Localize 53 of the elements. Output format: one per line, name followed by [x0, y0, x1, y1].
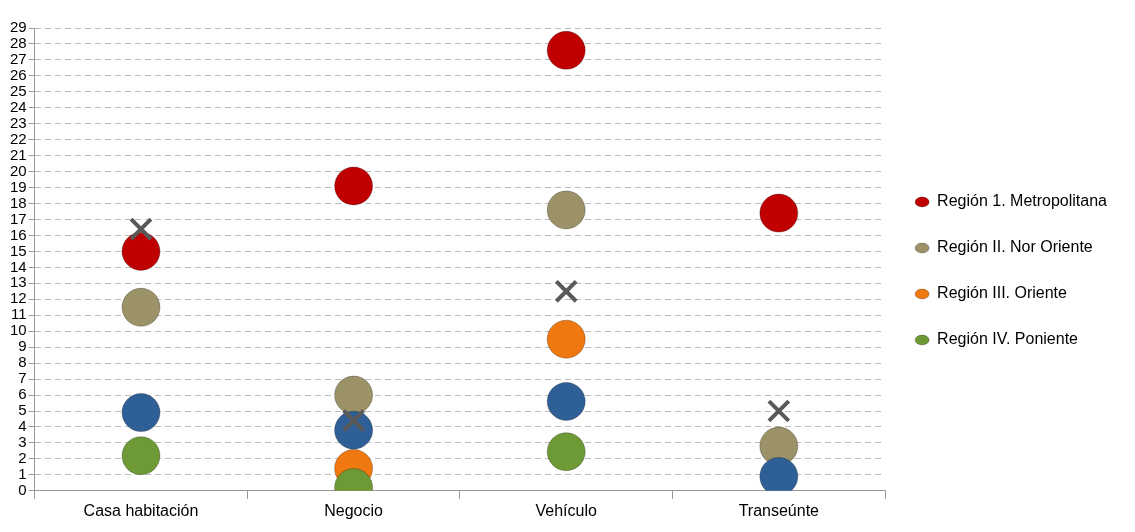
point — [766, 399, 791, 423]
y-tick-label: 19 — [10, 177, 27, 195]
y-tick-label: 9 — [18, 337, 27, 355]
legend-label: Región II. Nor Oriente — [937, 238, 1093, 256]
y-tick-label: 2 — [18, 449, 27, 467]
point — [546, 381, 586, 421]
y-tick-label: 13 — [10, 273, 27, 291]
point — [129, 217, 153, 241]
y-tick-label: 29 — [10, 18, 27, 36]
y-tick-label: 20 — [10, 161, 27, 179]
y-tick-label: 24 — [10, 97, 27, 115]
y-tick-label: 12 — [10, 289, 27, 307]
point — [121, 393, 161, 433]
x-tick-label: Vehículo — [535, 501, 597, 519]
legend-label: Región IV. Poniente — [937, 330, 1079, 348]
y-tick-label: 0 — [18, 480, 27, 498]
point — [546, 432, 586, 472]
y-tick-label: 4 — [18, 417, 27, 435]
point — [121, 436, 161, 476]
y-tick-label: 11 — [11, 305, 27, 323]
y-tick-label: 25 — [10, 81, 27, 99]
point — [759, 193, 799, 233]
y-tick-label: 7 — [18, 369, 27, 387]
y-tick-label: 10 — [10, 321, 27, 339]
y-tick-label: 22 — [10, 129, 27, 147]
point — [546, 319, 586, 359]
y-tick-label: 5 — [18, 401, 27, 419]
y-tick-label: 3 — [18, 433, 27, 451]
x-tick-label: Casa habitación — [83, 501, 199, 519]
y-tick-label: 27 — [10, 50, 27, 68]
y-tick-label: 23 — [10, 113, 27, 131]
y-tick-label: 8 — [18, 353, 27, 371]
point — [121, 231, 161, 271]
y-tick-label: 15 — [10, 241, 27, 259]
legend-label: Región III. Oriente — [937, 284, 1068, 302]
point — [121, 287, 161, 327]
point — [554, 279, 579, 304]
legend-label: Región 1. Metropolitana — [937, 192, 1108, 210]
point — [546, 30, 586, 70]
x-tick-label: Transeúnte — [738, 501, 820, 519]
y-tick-label: 21 — [10, 145, 27, 163]
point — [546, 190, 586, 230]
y-tick-label: 1 — [18, 464, 27, 482]
y-tick-label: 17 — [10, 209, 27, 227]
y-tick-label: 18 — [10, 193, 27, 211]
y-tick-label: 16 — [10, 225, 27, 243]
y-tick-label: 6 — [18, 385, 27, 403]
x-tick-label: Negocio — [324, 501, 384, 519]
point — [334, 375, 374, 415]
y-tick-label: 14 — [10, 257, 27, 275]
y-tick-label: 28 — [10, 34, 27, 52]
point — [334, 166, 374, 206]
y-tick-label: 26 — [10, 66, 27, 84]
